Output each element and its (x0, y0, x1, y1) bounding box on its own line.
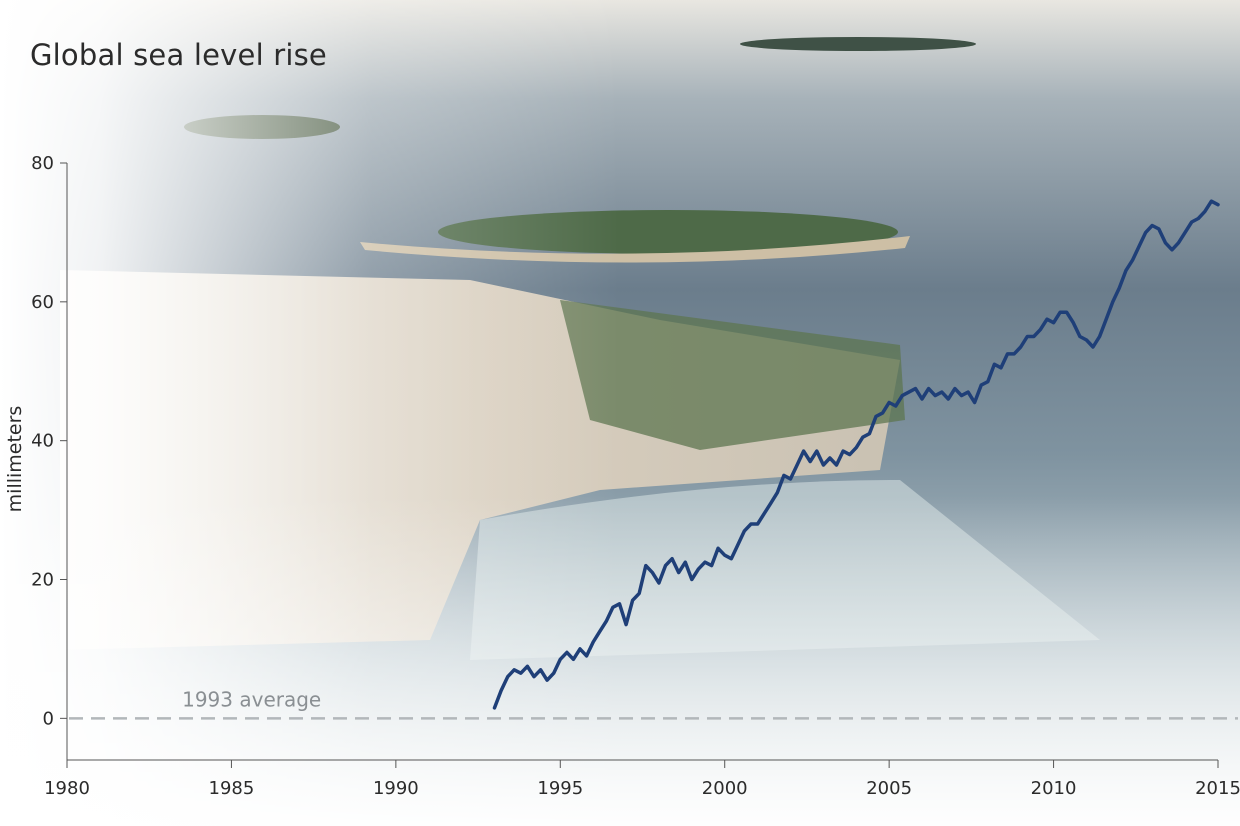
series-layer (492, 199, 1220, 710)
y-tick-label: 60 (31, 292, 54, 313)
y-axis-label: millimeters (4, 405, 26, 513)
reference-line-label: 1993 average (182, 687, 321, 711)
x-tick-label: 1990 (373, 778, 419, 799)
x-tick-label: 2010 (1031, 778, 1077, 799)
chart-title: Global sea level rise (30, 38, 327, 72)
y-axis-ticks: 0 20 40 60 80 (31, 153, 67, 729)
y-tick-label: 20 (31, 570, 54, 591)
sea-level-line (492, 199, 1220, 710)
x-tick-label: 1980 (44, 778, 90, 799)
axes (66, 163, 1218, 761)
x-tick-label: 2005 (866, 778, 912, 799)
x-tick-label: 2015 (1195, 778, 1240, 799)
y-tick-label: 80 (31, 153, 54, 174)
y-tick-label: 40 (31, 431, 54, 452)
x-tick-label: 2000 (702, 778, 748, 799)
y-tick-label: 0 (43, 708, 54, 729)
x-tick-label: 1985 (209, 778, 255, 799)
x-axis-ticks: 1980 1985 1990 1995 2000 2005 2010 2015 (44, 760, 1240, 799)
x-tick-label: 1995 (537, 778, 583, 799)
